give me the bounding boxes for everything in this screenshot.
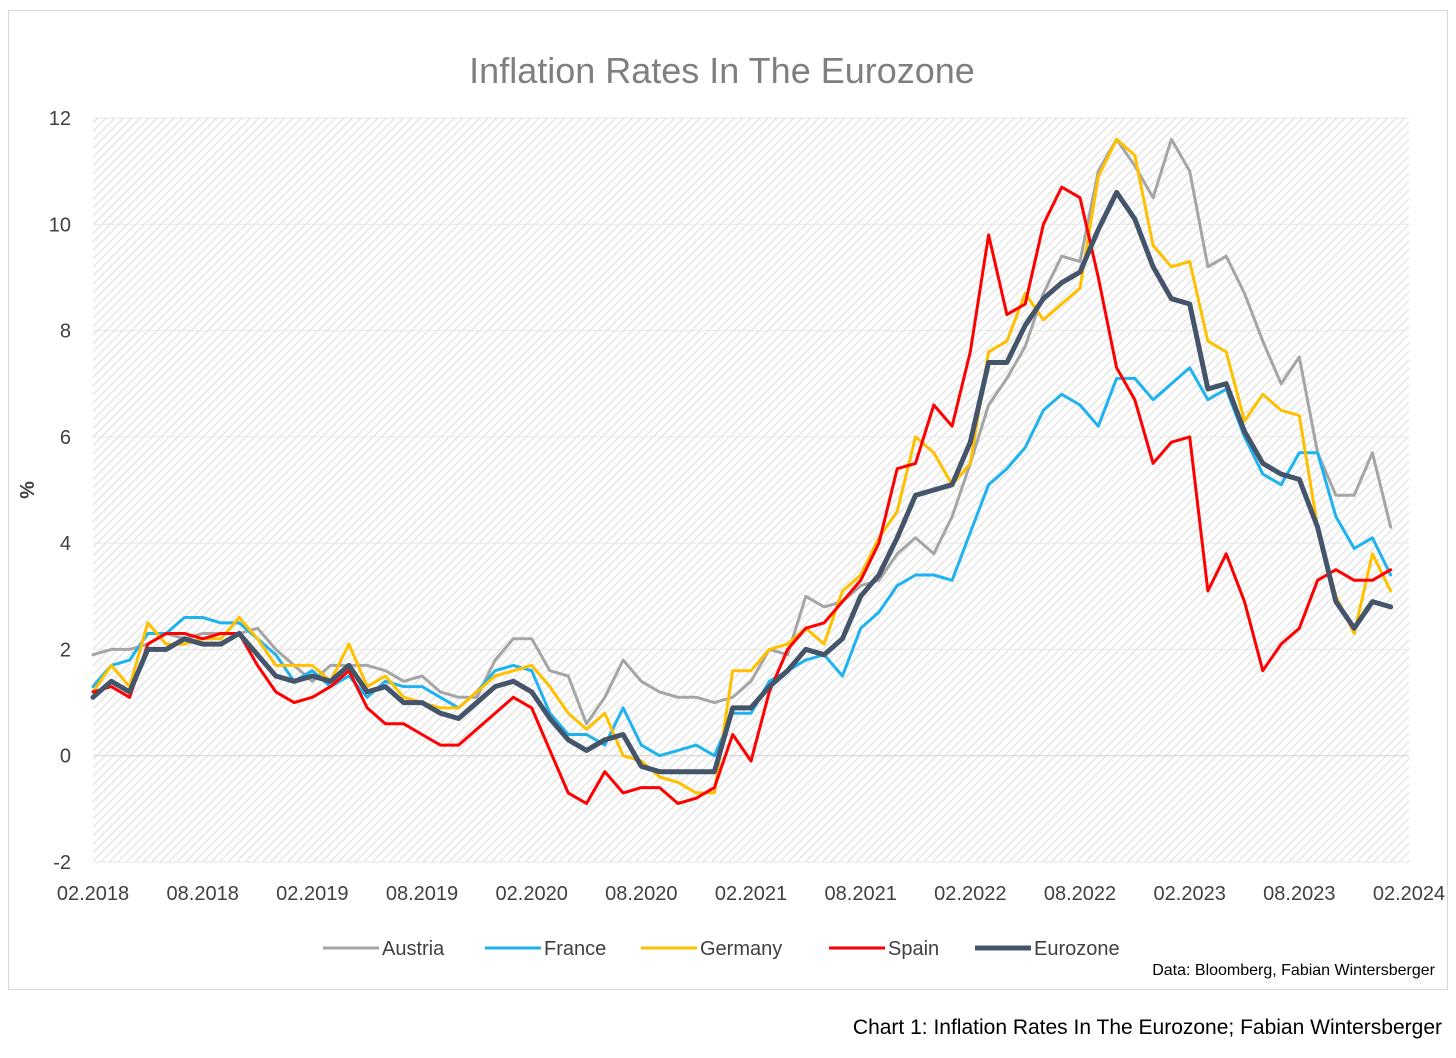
x-tick-label: 08.2019 <box>386 883 458 905</box>
y-axis-label: % <box>17 481 39 499</box>
gridlines <box>93 117 1409 863</box>
x-tick-label: 02.2019 <box>276 883 348 905</box>
x-tick-label: 02.2022 <box>934 883 1006 905</box>
x-tick-label: 02.2024 <box>1373 883 1445 905</box>
series-line-germany <box>91 137 1393 795</box>
x-tick-label: 08.2021 <box>825 883 897 905</box>
series-line-eurozone <box>90 189 1394 775</box>
x-tick-label: 08.2020 <box>605 883 677 905</box>
figure-caption: Chart 1: Inflation Rates In The Eurozone… <box>852 1016 1442 1039</box>
y-axis-ticks: -2 0 2 4 6 8 10 12 <box>49 108 71 874</box>
x-tick-label: 02.2021 <box>715 883 787 905</box>
source-note: Data: Bloomberg, Fabian Wintersberger <box>1152 962 1435 979</box>
x-tick-label: 08.2018 <box>167 883 239 905</box>
legend-label-eurozone: Eurozone <box>1034 938 1120 960</box>
legend-label-france: France <box>544 938 606 960</box>
x-tick-label: 08.2023 <box>1263 883 1335 905</box>
y-tick-label: 10 <box>49 214 71 236</box>
x-tick-label: 02.2023 <box>1154 883 1226 905</box>
y-tick-label: 2 <box>60 639 71 661</box>
x-tick-label: 08.2022 <box>1044 883 1116 905</box>
chart-frame: Inflation Rates In The Eurozone -2 0 2 4 6 8 1… <box>8 10 1448 990</box>
x-tick-label: 02.2018 <box>57 883 129 905</box>
x-axis-ticks: 02.2018 08.2018 02.2019 08.2019 02.2020 08.20… <box>57 883 1445 905</box>
series-line-france <box>91 366 1393 758</box>
legend: Austria France Germany Spain Eurozone <box>323 938 1120 960</box>
y-tick-label: 8 <box>60 321 71 343</box>
y-tick-label: 6 <box>60 427 71 449</box>
x-tick-label: 02.2020 <box>496 883 568 905</box>
y-tick-label: 4 <box>60 533 71 555</box>
chart-svg: Inflation Rates In The Eurozone -2 0 2 4 6 8 1… <box>17 50 1445 979</box>
series-lines <box>90 137 1394 805</box>
y-tick-label: -2 <box>53 852 71 874</box>
y-tick-label: 12 <box>49 108 71 130</box>
series-line-spain <box>91 185 1393 805</box>
y-tick-label: 0 <box>60 746 71 768</box>
legend-label-spain: Spain <box>888 938 939 960</box>
plot-area <box>93 118 1409 862</box>
legend-label-germany: Germany <box>700 938 782 960</box>
chart-title: Inflation Rates In The Eurozone <box>469 50 975 91</box>
legend-label-austria: Austria <box>382 938 445 960</box>
